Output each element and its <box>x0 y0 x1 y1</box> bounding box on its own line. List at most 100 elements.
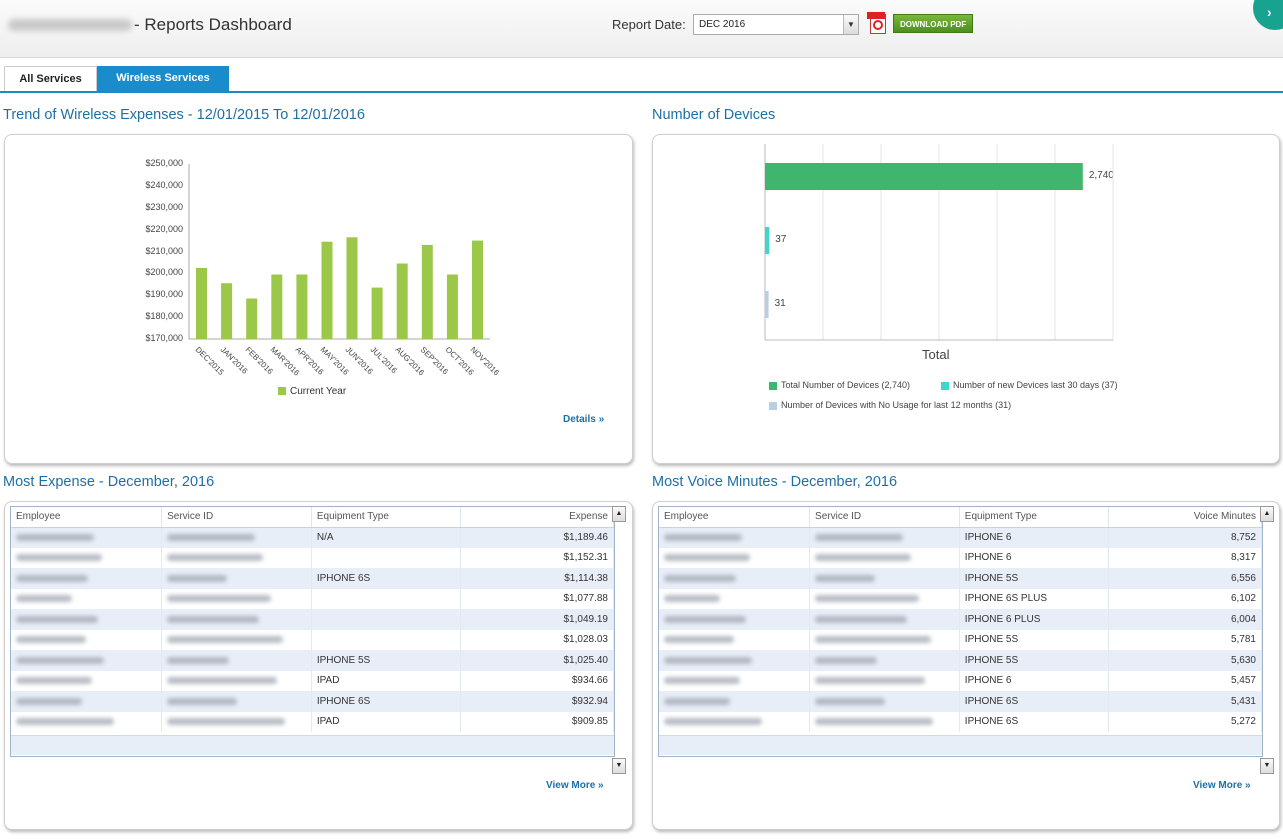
corner-action-button[interactable]: › <box>1253 0 1283 30</box>
table-row[interactable]: IPHONE 6S PLUS 6,102 <box>659 588 1262 609</box>
expense-bar[interactable] <box>271 274 283 340</box>
equipment-type-cell: N/A <box>311 527 461 548</box>
equipment-type-cell: IPHONE 6 PLUS <box>959 609 1110 630</box>
expense-bar[interactable] <box>421 244 433 339</box>
service-id-cell-redacted <box>161 547 312 568</box>
report-date-select[interactable]: DEC 2016 ▼ <box>693 14 859 35</box>
grid-empty-row <box>659 735 1262 755</box>
expense-bar[interactable] <box>296 274 308 340</box>
equipment-type-cell: IPHONE 6S <box>959 711 1110 732</box>
brand: - Reports Dashboard <box>8 14 292 36</box>
table-row[interactable]: IPHONE 5S 5,781 <box>659 629 1262 650</box>
column-employee[interactable]: Employee <box>11 507 163 528</box>
expense-bar[interactable] <box>321 241 333 339</box>
scroll-up-icon[interactable]: ▲ <box>612 506 626 522</box>
service-id-cell-redacted <box>809 588 960 609</box>
value-cell: 8,752 <box>1108 527 1262 548</box>
legend-label-current-year: Current Year <box>290 386 347 397</box>
view-more-link[interactable]: View More » <box>546 780 604 791</box>
table-row[interactable]: IPHONE 6S 5,431 <box>659 691 1262 712</box>
table-row[interactable]: IPHONE 6 PLUS 6,004 <box>659 609 1262 630</box>
value-cell: 5,457 <box>1108 670 1262 691</box>
expense-bar[interactable] <box>221 283 233 339</box>
y-tick-label: $230,000 <box>145 201 183 212</box>
pdf-file-icon <box>867 12 893 35</box>
device-bar[interactable] <box>765 163 1083 190</box>
scroll-down-icon[interactable]: ▼ <box>612 758 626 774</box>
value-cell: 5,272 <box>1108 711 1262 732</box>
employee-cell-redacted <box>11 547 163 568</box>
scroll-up-icon[interactable]: ▲ <box>1260 506 1274 522</box>
equipment-type-cell: IPHONE 6 <box>959 527 1110 548</box>
value-cell: 6,004 <box>1108 609 1262 630</box>
service-id-cell-redacted <box>809 547 960 568</box>
legend-swatch <box>769 401 777 410</box>
column-service-id[interactable]: Service ID <box>809 507 960 528</box>
value-cell: $1,189.46 <box>460 527 614 548</box>
value-cell: $909.85 <box>460 711 614 732</box>
employee-cell-redacted <box>11 670 163 691</box>
tab-all-services[interactable]: All Services <box>4 66 97 91</box>
equipment-type-cell: IPHONE 6S <box>311 568 461 589</box>
y-tick-label: $180,000 <box>145 311 183 322</box>
value-cell: 5,431 <box>1108 691 1262 712</box>
scroll-down-icon[interactable]: ▼ <box>1260 758 1274 774</box>
table-row[interactable]: $1,152.31 <box>11 547 614 568</box>
legend-item[interactable]: Number of Devices with No Usage for last… <box>769 400 1011 410</box>
table-row[interactable]: IPHONE 6S $1,114.38 <box>11 568 614 589</box>
column-equipment-type[interactable]: Equipment Type <box>959 507 1110 528</box>
device-bar[interactable] <box>765 291 769 318</box>
table-row[interactable]: IPAD $934.66 <box>11 670 614 691</box>
tab-wireless-services[interactable]: Wireless Services <box>97 66 229 91</box>
table-row[interactable]: IPHONE 5S 6,556 <box>659 568 1262 589</box>
table-row[interactable]: IPHONE 6 5,457 <box>659 670 1262 691</box>
table-row[interactable]: IPAD $909.85 <box>11 711 614 732</box>
table-row[interactable]: IPHONE 6S $932.94 <box>11 691 614 712</box>
most-expense-table: Employee Service ID Equipment Type Expen… <box>11 507 614 732</box>
equipment-type-cell: IPAD <box>311 670 461 691</box>
most-voice-title: Most Voice Minutes - December, 2016 <box>652 474 898 490</box>
table-row[interactable]: IPHONE 6 8,752 <box>659 527 1262 548</box>
download-pdf-button[interactable]: DOWNLOAD PDF <box>867 12 982 35</box>
equipment-type-cell: IPHONE 5S <box>959 650 1110 671</box>
equipment-type-cell: IPHONE 5S <box>959 629 1110 650</box>
expense-bar[interactable] <box>446 274 458 340</box>
expense-bar[interactable] <box>246 298 258 340</box>
column-voice-minutes[interactable]: Voice Minutes <box>1108 507 1262 528</box>
most-voice-table: Employee Service ID Equipment Type Voice… <box>659 507 1262 732</box>
service-id-cell-redacted <box>809 670 960 691</box>
chevron-down-icon[interactable]: ▼ <box>843 15 858 34</box>
column-employee[interactable]: Employee <box>659 507 811 528</box>
expense-bar[interactable] <box>196 267 207 339</box>
employee-cell-redacted <box>659 547 811 568</box>
table-row[interactable]: $1,049.19 <box>11 609 614 630</box>
column-expense[interactable]: Expense <box>460 507 614 528</box>
expense-bar[interactable] <box>371 287 383 339</box>
legend-item[interactable]: Number of new Devices last 30 days (37) <box>941 380 1118 390</box>
expense-bar[interactable] <box>396 263 408 340</box>
service-id-cell-redacted <box>161 568 312 589</box>
view-more-link[interactable]: View More » <box>1193 780 1251 791</box>
table-row[interactable]: N/A $1,189.46 <box>11 527 614 548</box>
table-row[interactable]: IPHONE 5S $1,025.40 <box>11 650 614 671</box>
expense-bar[interactable] <box>472 240 483 339</box>
value-cell: $932.94 <box>460 691 614 712</box>
legend-item[interactable]: Total Number of Devices (2,740) <box>769 380 910 390</box>
table-row[interactable]: IPHONE 6S 5,272 <box>659 711 1262 732</box>
column-service-id[interactable]: Service ID <box>161 507 312 528</box>
device-bar[interactable] <box>765 227 770 254</box>
expense-bar[interactable] <box>346 237 358 339</box>
legend-swatch-current-year <box>278 387 286 396</box>
column-equipment-type[interactable]: Equipment Type <box>311 507 461 528</box>
table-row[interactable]: $1,028.03 <box>11 629 614 650</box>
table-row[interactable]: $1,077.88 <box>11 588 614 609</box>
equipment-type-cell <box>311 609 461 630</box>
details-link[interactable]: Details » <box>563 414 605 425</box>
expense-bar-plot <box>188 164 490 340</box>
service-id-cell-redacted <box>809 711 960 732</box>
table-row[interactable]: IPHONE 5S 5,630 <box>659 650 1262 671</box>
report-date-label: Report Date: <box>612 17 686 32</box>
equipment-type-cell: IPAD <box>311 711 461 732</box>
chevron-icon: › <box>1267 4 1272 20</box>
table-row[interactable]: IPHONE 6 8,317 <box>659 547 1262 568</box>
